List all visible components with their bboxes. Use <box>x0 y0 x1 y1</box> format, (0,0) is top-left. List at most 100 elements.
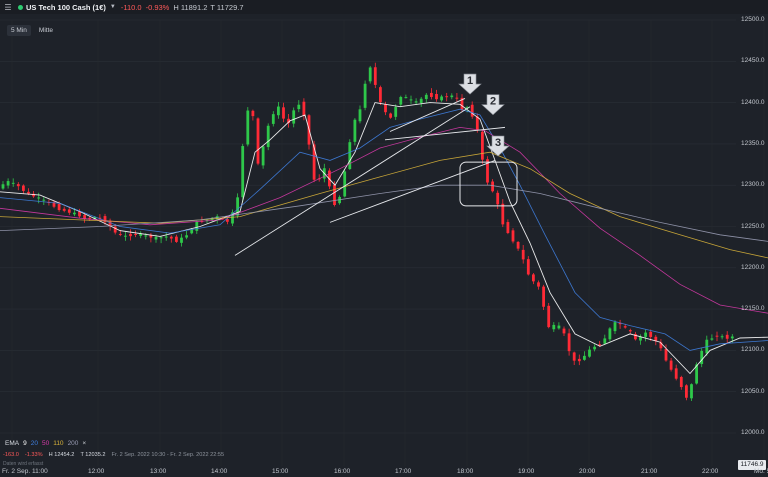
candle-body <box>348 142 352 170</box>
candle-body <box>537 282 540 287</box>
candle-body <box>271 114 275 124</box>
trendlines[interactable] <box>234 98 506 256</box>
candle-body <box>282 107 285 119</box>
candle-body <box>6 181 10 186</box>
candle-body <box>292 110 296 124</box>
range-change: -163.0 <box>3 452 19 458</box>
trendline <box>384 126 506 141</box>
time-tick-label: Mo. 5 <box>754 468 768 475</box>
candle-body <box>190 229 194 234</box>
candle-body <box>113 226 117 233</box>
ema-lines <box>0 102 768 375</box>
chevron-down-icon[interactable]: ▼ <box>109 4 116 10</box>
candle-body <box>394 107 398 117</box>
time-tick-label: 16:00 <box>334 468 351 475</box>
candle-body <box>409 99 413 101</box>
chart-grid <box>0 19 765 466</box>
candle-body <box>149 234 153 238</box>
candle-body <box>506 222 510 234</box>
price-tick-label: 12050.0 <box>741 387 765 395</box>
candle-body <box>52 202 56 207</box>
candle-body <box>399 96 403 105</box>
ema-period-50[interactable]: 50 <box>41 440 50 447</box>
candle-body <box>725 334 729 339</box>
candle-body <box>583 355 586 360</box>
candle-body <box>297 104 301 110</box>
close-icon[interactable]: × <box>82 440 87 447</box>
candle-body <box>440 96 443 101</box>
candle-body <box>700 350 704 365</box>
candle-body <box>83 215 86 219</box>
candle-body <box>42 199 46 201</box>
candle-body <box>384 104 387 113</box>
candle-body <box>88 217 92 220</box>
arrow-shape <box>486 135 510 157</box>
candle-body <box>226 219 229 222</box>
candle-body <box>118 233 122 235</box>
ema-period-200[interactable]: 200 <box>67 440 79 447</box>
ema-label: EMA <box>5 440 20 447</box>
ema-period-110[interactable]: 110 <box>53 440 64 447</box>
candle-body <box>251 110 255 117</box>
candle-body <box>669 360 673 370</box>
time-tick-label: 19:00 <box>518 468 535 475</box>
candle-body <box>572 352 576 361</box>
candle-body <box>516 241 520 249</box>
candle-body <box>526 259 530 275</box>
price-tick-label: 12500.0 <box>741 16 765 23</box>
candle-body <box>353 119 357 142</box>
candle-body <box>470 104 474 117</box>
ema-period-9[interactable]: 9 <box>23 440 27 447</box>
range-dates: Fr. 2 Sep. 2022 10:30 - Fr. 2 Sep. 2022 … <box>111 452 225 458</box>
candle-body <box>659 342 663 349</box>
candle-body <box>679 377 683 388</box>
candle-body <box>27 191 30 194</box>
timeframe-mitte-button[interactable]: Mitte <box>38 27 53 34</box>
ema-9-line <box>0 102 768 375</box>
candle-body <box>450 95 454 98</box>
range-low: T 12035.2 <box>80 452 106 458</box>
candle-body <box>419 98 423 104</box>
candle-body <box>628 330 632 332</box>
candle-body <box>164 236 168 238</box>
candle-body <box>460 97 464 110</box>
candle-body <box>256 118 260 164</box>
candle-body <box>261 146 265 166</box>
candle-body <box>368 67 372 82</box>
candle-body <box>634 334 637 340</box>
candle-body <box>236 197 239 216</box>
ema-200-line <box>0 184 768 242</box>
price-chart[interactable]: 1 2 3 <box>0 14 768 467</box>
price-change-percent: -0.93% <box>145 2 170 12</box>
candle-body <box>649 331 653 337</box>
candle-body <box>715 335 719 337</box>
candle-body <box>246 110 250 145</box>
time-tick-label: 14:00 <box>211 468 228 475</box>
hamburger-menu-icon[interactable]: ☰ <box>4 2 12 12</box>
price-tick-label: 12100.0 <box>741 346 765 354</box>
candle-body <box>277 106 280 116</box>
instrument-name[interactable]: US Tech 100 Cash (1€) <box>26 2 106 12</box>
candle-body <box>185 235 188 238</box>
ema-period-20[interactable]: 20 <box>30 440 38 447</box>
candle-body <box>424 94 428 100</box>
candle-body <box>414 101 418 103</box>
candle-body <box>22 185 25 191</box>
time-tick-label: 21:00 <box>641 468 658 475</box>
trendline <box>234 106 471 256</box>
annotation-label: 3 <box>495 137 501 149</box>
time-tick-label: 20:00 <box>579 468 596 475</box>
timeframe-5min-button[interactable]: 5 Min <box>7 25 31 36</box>
candle-body <box>169 236 173 239</box>
candle-body <box>134 233 137 235</box>
candle-body <box>333 184 336 206</box>
trendline <box>389 98 466 132</box>
candle-body <box>241 146 245 198</box>
candle-body <box>532 274 535 282</box>
candle-body <box>445 96 449 98</box>
candle-body <box>103 216 107 223</box>
candle-body <box>195 221 199 231</box>
candle-body <box>690 384 693 399</box>
candle-body <box>78 211 81 217</box>
candle-body <box>557 325 561 329</box>
